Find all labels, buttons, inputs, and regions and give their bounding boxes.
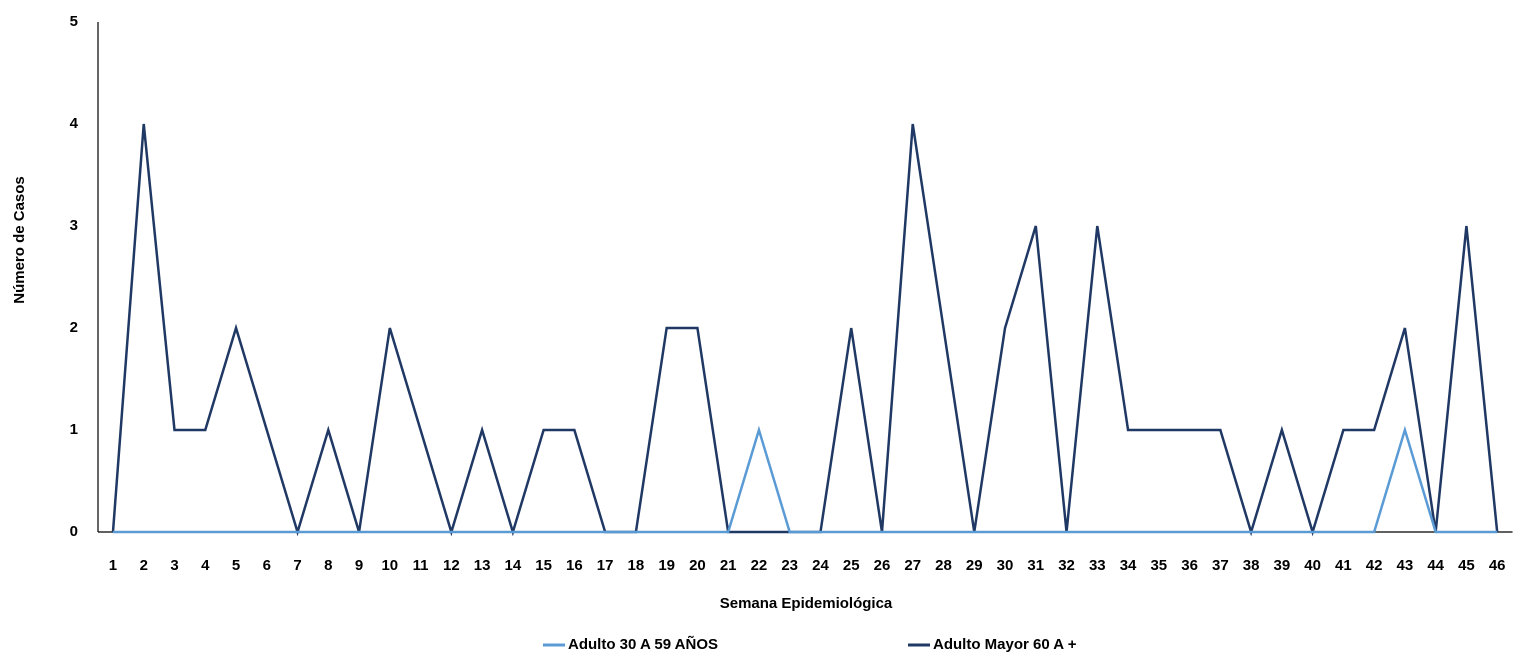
- x-tick-label: 20: [689, 557, 706, 574]
- x-tick-label: 2: [140, 557, 148, 574]
- x-tick-label: 32: [1058, 557, 1075, 574]
- x-tick-label: 26: [874, 557, 891, 574]
- x-tick-label: 27: [904, 557, 921, 574]
- x-axis-label: Semana Epidemiológica: [720, 595, 893, 612]
- x-tick-label: 16: [566, 557, 583, 574]
- x-tick-label: 42: [1366, 557, 1383, 574]
- x-tick-label: 22: [751, 557, 768, 574]
- x-tick-label: 33: [1089, 557, 1106, 574]
- x-tick-label: 6: [263, 557, 271, 574]
- x-tick-label: 11: [413, 557, 429, 574]
- x-tick-label: 13: [474, 557, 491, 574]
- series-line: [112, 425, 1498, 534]
- x-tick-label: 40: [1304, 557, 1321, 574]
- legend-label: Adulto 30 A 59 AÑOS: [568, 635, 718, 653]
- y-tick-label: 5: [70, 13, 78, 30]
- series-line: [111, 123, 1499, 537]
- y-tick-label: 1: [70, 421, 78, 438]
- x-tick-label: 29: [966, 557, 983, 574]
- x-tick-label: 31: [1027, 557, 1044, 574]
- x-tick-label: 37: [1212, 557, 1229, 574]
- x-tick-label: 24: [812, 557, 829, 574]
- x-tick-label: 21: [720, 557, 737, 574]
- x-tick-label: 45: [1458, 557, 1475, 574]
- x-tick-label: 10: [381, 557, 398, 574]
- x-tick-label: 12: [443, 557, 460, 574]
- x-tick-label: 34: [1120, 557, 1137, 574]
- x-tick-label: 23: [781, 557, 798, 574]
- x-tick-label: 4: [201, 557, 210, 574]
- x-tick-label: 28: [935, 557, 952, 574]
- x-tick-label: 44: [1427, 557, 1444, 574]
- x-tick-label: 3: [170, 557, 178, 574]
- x-tick-label: 43: [1397, 557, 1414, 574]
- y-tick-label: 2: [70, 319, 78, 336]
- x-tick-label: 9: [355, 557, 363, 574]
- x-tick-label: 5: [232, 557, 240, 574]
- x-tick-label: 36: [1181, 557, 1198, 574]
- x-tick-label: 25: [843, 557, 860, 574]
- x-tick-label: 14: [505, 557, 522, 574]
- x-tick-label: 41: [1335, 557, 1352, 574]
- y-axis-label: Número de Casos: [11, 176, 28, 304]
- x-tick-label: 17: [597, 557, 614, 574]
- x-tick-label: 18: [628, 557, 645, 574]
- x-tick-label: 8: [324, 557, 332, 574]
- x-tick-label: 39: [1274, 557, 1291, 574]
- x-tick-label: 7: [293, 557, 301, 574]
- x-tick-label: 1: [109, 557, 117, 574]
- x-tick-label: 19: [658, 557, 675, 574]
- x-tick-label: 15: [535, 557, 552, 574]
- y-tick-label: 4: [70, 115, 79, 132]
- y-tick-label: 3: [70, 217, 78, 234]
- x-tick-label: 35: [1150, 557, 1167, 574]
- legend-label: Adulto Mayor 60 A +: [933, 636, 1077, 653]
- y-tick-label: 0: [70, 523, 78, 540]
- x-tick-label: 30: [997, 557, 1014, 574]
- x-tick-label: 38: [1243, 557, 1260, 574]
- x-tick-label: 46: [1489, 557, 1506, 574]
